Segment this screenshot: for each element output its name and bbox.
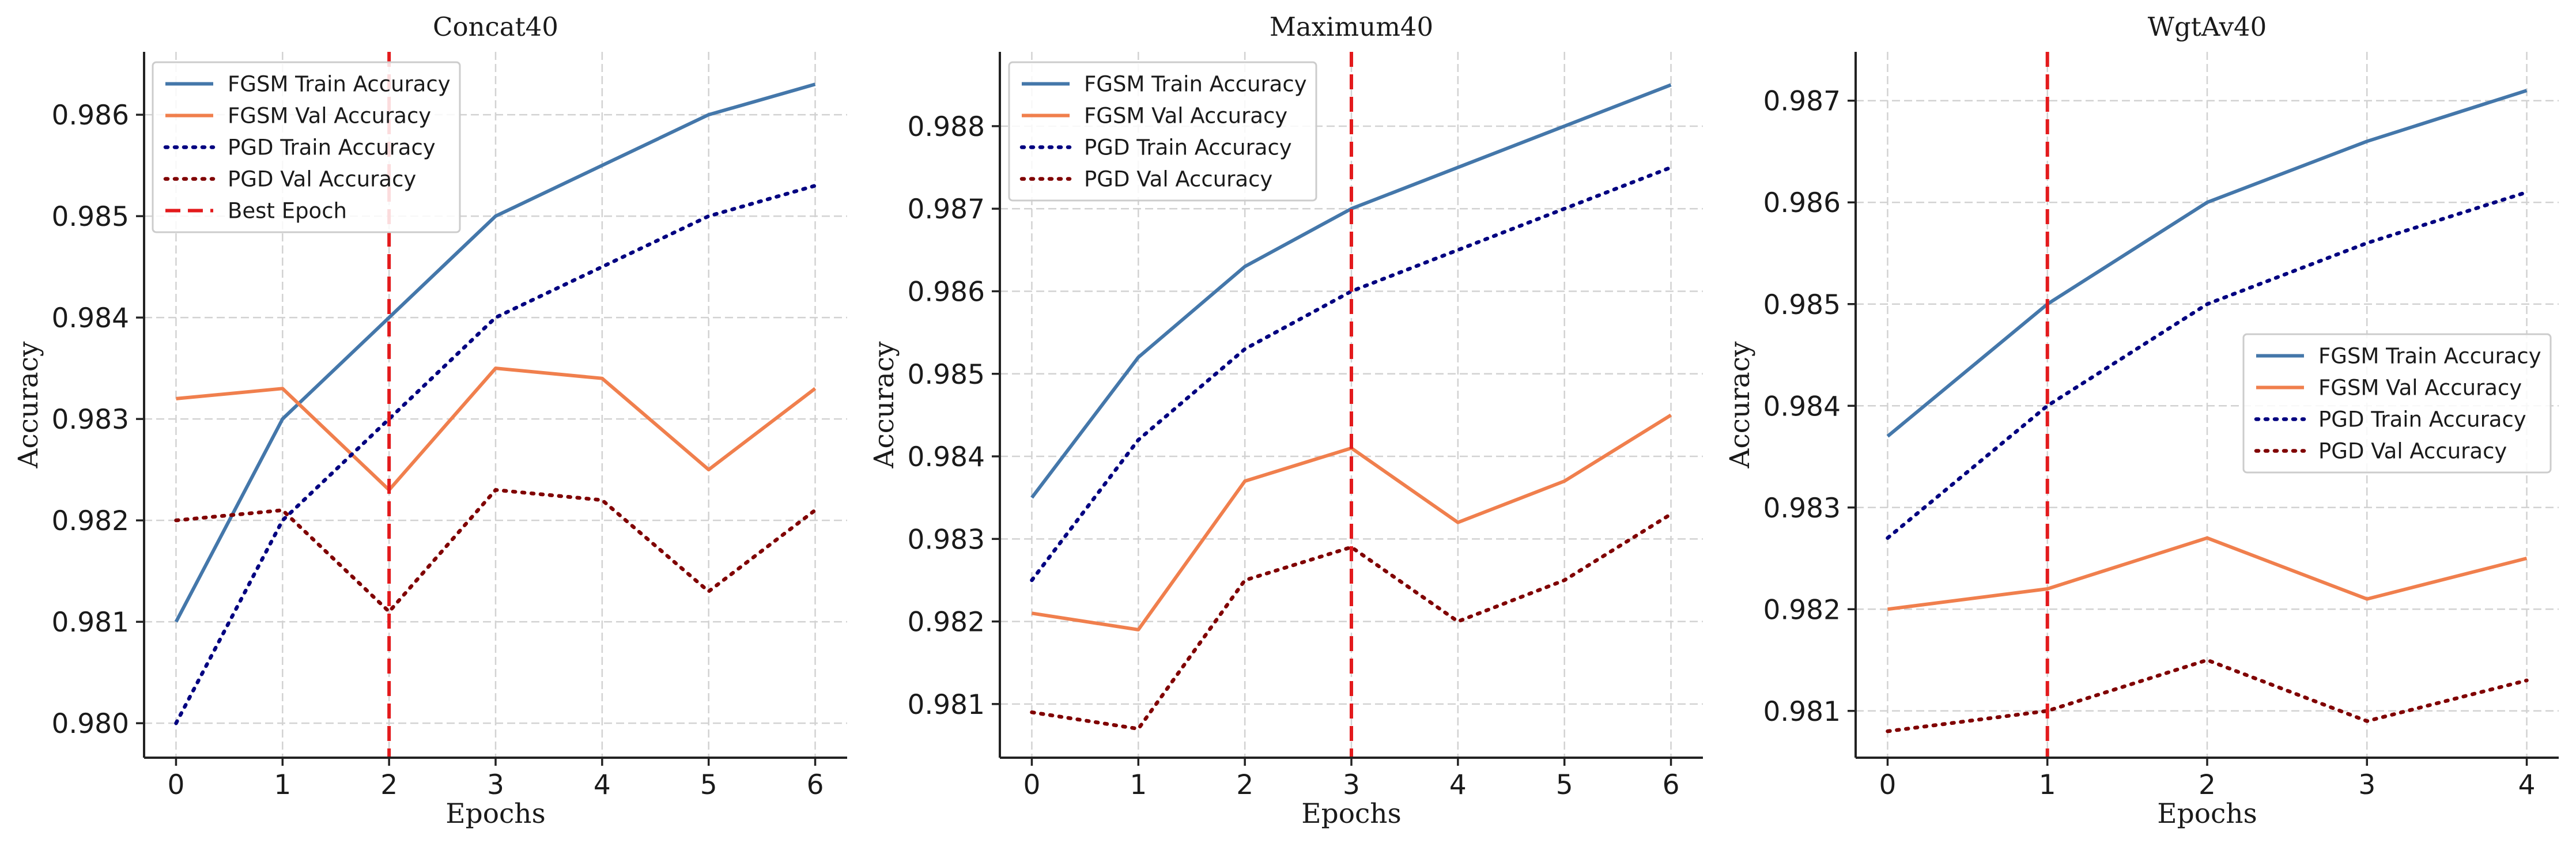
y-tick-label: 0.986 — [907, 276, 985, 308]
y-tick-label: 0.984 — [907, 441, 985, 473]
y-tick-label: 0.986 — [51, 100, 129, 131]
y-tick-label: 0.981 — [51, 607, 129, 638]
x-tick-label: 5 — [700, 769, 717, 801]
series-line-pgd-val-accuracy — [1030, 512, 1673, 731]
subplot-concat40: 0 1 2 3 4 5 6 0.980 0.981 0.982 0.983 0.984 0.985 0.9… — [13, 12, 847, 830]
x-axis-label: Epochs — [1301, 798, 1401, 830]
x-tick-label: 6 — [1663, 769, 1680, 801]
x-tick-label: 3 — [1343, 769, 1360, 801]
x-tick-label: 4 — [1449, 769, 1467, 801]
series-line-fgsm-train-accuracy — [1030, 83, 1672, 499]
series-line-pgd-train-accuracy — [1886, 190, 2529, 540]
chart-title: Concat40 — [433, 12, 558, 42]
subplot-maximum40: 0 1 2 3 4 5 6 0.981 0.982 0.983 0.984 0.985 0.986 0.9… — [868, 12, 1703, 830]
legend-label-pgd-val-accuracy: PGD Val Accuracy — [228, 167, 416, 192]
x-tick-label: 5 — [1556, 769, 1573, 801]
legend-label-pgd-val-accuracy: PGD Val Accuracy — [2318, 439, 2507, 464]
chart-title: Maximum40 — [1270, 12, 1433, 42]
legend: FGSM Train Accuracy FGSM Val Accuracy PGD … — [152, 61, 461, 233]
subplot-wgtav40: 0 1 2 3 4 0.981 0.982 0.983 0.984 0.985 0.986 0.987… — [1724, 12, 2559, 830]
legend-label-fgsm-train-accuracy: FGSM Train Accuracy — [228, 72, 451, 97]
x-tick-label: 3 — [487, 769, 504, 801]
legend-label-pgd-train-accuracy: PGD Train Accuracy — [228, 135, 436, 160]
legend-label-pgd-train-accuracy: PGD Train Accuracy — [1084, 135, 1292, 160]
y-tick-label: 0.980 — [51, 708, 129, 740]
series-line-fgsm-train-accuracy — [174, 82, 816, 623]
legend-label-fgsm-val-accuracy: FGSM Val Accuracy — [228, 104, 431, 128]
legend-frame — [1008, 61, 1317, 202]
y-axis-label: Accuracy — [1724, 341, 1756, 469]
y-tick-label: 0.987 — [1763, 86, 1841, 118]
legend-frame — [2242, 333, 2552, 474]
x-tick-label: 1 — [274, 769, 291, 801]
y-tick-label: 0.982 — [1763, 594, 1841, 626]
y-tick-label: 0.984 — [1763, 391, 1841, 422]
y-axis-label: Accuracy — [868, 341, 900, 469]
x-tick-label: 0 — [1023, 769, 1041, 801]
series-line-fgsm-val-accuracy — [1887, 536, 2528, 611]
y-tick-label: 0.987 — [907, 194, 985, 225]
x-tick-label: 6 — [807, 769, 824, 801]
y-tick-label: 0.983 — [1763, 493, 1841, 524]
legend: FGSM Train Accuracy FGSM Val Accuracy PGD … — [2242, 333, 2552, 474]
y-tick-label: 0.982 — [51, 505, 129, 537]
y-tick-label: 0.983 — [907, 524, 985, 555]
y-tick-label: 0.985 — [1763, 289, 1841, 321]
legend: FGSM Train Accuracy FGSM Val Accuracy PGD … — [1008, 61, 1317, 202]
y-tick-label: 0.986 — [1763, 187, 1841, 219]
x-tick-label: 4 — [594, 769, 611, 801]
legend-label-pgd-val-accuracy: PGD Val Accuracy — [1084, 167, 1272, 192]
y-tick-label: 0.982 — [907, 607, 985, 638]
y-tick-label: 0.984 — [51, 302, 129, 334]
legend-frame — [152, 61, 461, 233]
series-line-pgd-val-accuracy — [1886, 658, 2529, 733]
y-tick-label: 0.981 — [1763, 696, 1841, 728]
x-tick-label: 2 — [380, 769, 398, 801]
series-line-fgsm-train-accuracy — [1886, 89, 2528, 438]
x-axis-label: Epochs — [2157, 798, 2257, 830]
y-tick-label: 0.988 — [907, 111, 985, 143]
x-tick-label: 1 — [2039, 769, 2056, 801]
x-axis-label: Epochs — [445, 798, 545, 830]
x-tick-label: 0 — [1879, 769, 1897, 801]
legend-label-fgsm-val-accuracy: FGSM Val Accuracy — [2318, 376, 2522, 400]
legend-label-best-epoch: Best Epoch — [228, 199, 347, 224]
y-tick-label: 0.981 — [907, 689, 985, 721]
x-tick-label: 3 — [2358, 769, 2375, 801]
legend-label-pgd-train-accuracy: PGD Train Accuracy — [2318, 407, 2526, 432]
y-tick-label: 0.983 — [51, 404, 129, 436]
chart-title: WgtAv40 — [2148, 12, 2267, 42]
legend-label-fgsm-train-accuracy: FGSM Train Accuracy — [2318, 344, 2541, 369]
x-tick-label: 2 — [1236, 769, 1253, 801]
y-tick-label: 0.985 — [907, 359, 985, 391]
legend-label-fgsm-val-accuracy: FGSM Val Accuracy — [1084, 104, 1287, 128]
series-line-fgsm-val-accuracy — [176, 366, 817, 492]
series-line-pgd-train-accuracy — [174, 184, 817, 725]
series-line-pgd-val-accuracy — [174, 488, 817, 614]
x-tick-label: 4 — [2518, 769, 2536, 801]
x-tick-label: 0 — [168, 769, 185, 801]
legend-label-fgsm-train-accuracy: FGSM Train Accuracy — [1084, 72, 1307, 97]
y-tick-label: 0.985 — [51, 201, 129, 233]
x-tick-label: 2 — [2199, 769, 2216, 801]
y-axis-label: Accuracy — [13, 341, 44, 469]
x-tick-label: 1 — [1130, 769, 1147, 801]
